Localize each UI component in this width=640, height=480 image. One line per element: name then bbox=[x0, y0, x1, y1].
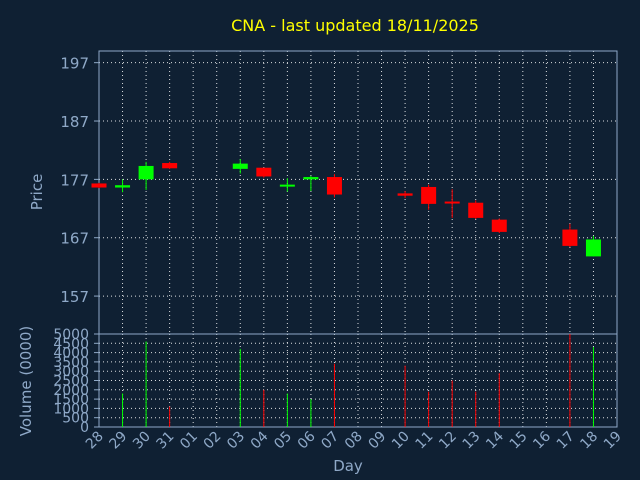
volume-tick-label: 0 bbox=[80, 420, 89, 436]
chart-title: CNA - last updated 18/11/2025 bbox=[231, 16, 479, 35]
day-tick-label: 16 bbox=[530, 428, 554, 452]
candle-body bbox=[138, 165, 154, 180]
day-tick-label: 04 bbox=[248, 428, 272, 452]
day-tick-label: 18 bbox=[577, 429, 601, 453]
candle-body bbox=[279, 184, 295, 187]
candle-body bbox=[491, 219, 507, 232]
day-tick-label: 31 bbox=[154, 429, 178, 453]
candle-body bbox=[115, 185, 131, 188]
volume-tick-label: 5000 bbox=[53, 327, 89, 343]
day-tick-label: 15 bbox=[507, 429, 531, 453]
candle-body bbox=[468, 202, 484, 218]
day-tick-label: 08 bbox=[342, 429, 366, 453]
day-tick-label: 12 bbox=[436, 429, 460, 453]
candle-body bbox=[585, 239, 601, 257]
volume-tick-label: 2000 bbox=[53, 383, 89, 399]
candle-body bbox=[91, 183, 107, 188]
price-tick-label: 187 bbox=[60, 113, 89, 131]
day-tick-label: 02 bbox=[201, 429, 225, 453]
volume-tick-label: 4500 bbox=[53, 336, 89, 352]
day-tick-label: 07 bbox=[318, 429, 342, 453]
price-tick-label: 197 bbox=[60, 55, 89, 73]
volume-tick-label: 4000 bbox=[53, 346, 89, 362]
candle-body bbox=[232, 163, 248, 169]
candle-body bbox=[326, 177, 342, 195]
volume-tick-label: 3000 bbox=[53, 364, 89, 380]
price-tick-label: 157 bbox=[60, 288, 89, 306]
day-tick-label: 05 bbox=[271, 429, 295, 453]
price-tick-label: 167 bbox=[60, 230, 89, 248]
day-tick-label: 06 bbox=[295, 428, 319, 452]
candle-body bbox=[562, 229, 578, 246]
day-tick-label: 13 bbox=[460, 429, 484, 453]
candle-body bbox=[397, 193, 413, 196]
candle-body bbox=[444, 201, 460, 204]
price-panel: 157 167 177 187 197 bbox=[60, 50, 618, 335]
day-tick-label: 29 bbox=[106, 429, 130, 453]
volume-tick-label: 3500 bbox=[53, 355, 89, 371]
day-tick-label: 30 bbox=[130, 429, 154, 453]
day-tick-label: 03 bbox=[224, 429, 248, 453]
day-tick-label: 14 bbox=[483, 428, 507, 452]
price-tick-label: 177 bbox=[60, 171, 89, 189]
volume-frame bbox=[98, 333, 618, 428]
day-tick-label: 17 bbox=[554, 429, 578, 453]
candle-body bbox=[162, 163, 178, 169]
volume-tick-label: 1000 bbox=[53, 401, 89, 417]
volume-axis-label: Volume (0000) bbox=[17, 326, 35, 436]
volume-tick-label: 500 bbox=[62, 411, 89, 427]
day-tick-label: 11 bbox=[413, 429, 437, 453]
price-axis-label: Price bbox=[28, 174, 46, 211]
candle-body bbox=[303, 177, 319, 180]
x-axis-label: Day bbox=[333, 457, 363, 475]
candle-body bbox=[256, 167, 272, 177]
day-tick-label: 19 bbox=[601, 429, 625, 453]
volume-tick-label: 1500 bbox=[53, 392, 89, 408]
candle-body bbox=[421, 186, 437, 204]
day-tick-label: 09 bbox=[365, 429, 389, 453]
volume-tick-label: 2500 bbox=[53, 374, 89, 390]
day-tick-label: 01 bbox=[177, 429, 201, 453]
day-tick-label: 10 bbox=[389, 429, 413, 453]
x-axis: 28 29 30 31 01 02 03 04 05 06 07 08 09 10 11 12 13 14 15 16… bbox=[83, 428, 625, 452]
